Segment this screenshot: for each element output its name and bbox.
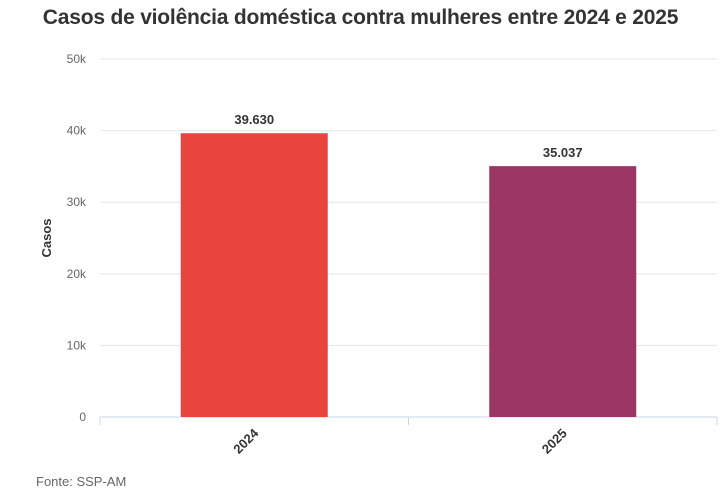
bar-2024: [180, 133, 328, 417]
y-axis-title: Casos: [39, 218, 54, 257]
y-tick-label: 10k: [67, 338, 87, 352]
bar-2025: [489, 166, 637, 417]
y-tick-label: 30k: [67, 195, 87, 209]
x-tick-label-2025: 2025: [539, 426, 570, 457]
y-tick-label: 0: [79, 410, 86, 424]
chart-title: Casos de violência doméstica contra mulh…: [42, 6, 679, 29]
x-tick-label-2024: 2024: [230, 425, 262, 457]
y-tick-label: 50k: [67, 52, 87, 66]
chart-source: Fonte: SSP-AM: [36, 474, 127, 489]
y-tick-label: 40k: [67, 124, 87, 138]
data-label-2024: 39.630: [234, 112, 274, 127]
y-tick-label: 20k: [67, 267, 87, 281]
data-label-2025: 35.037: [543, 145, 583, 160]
